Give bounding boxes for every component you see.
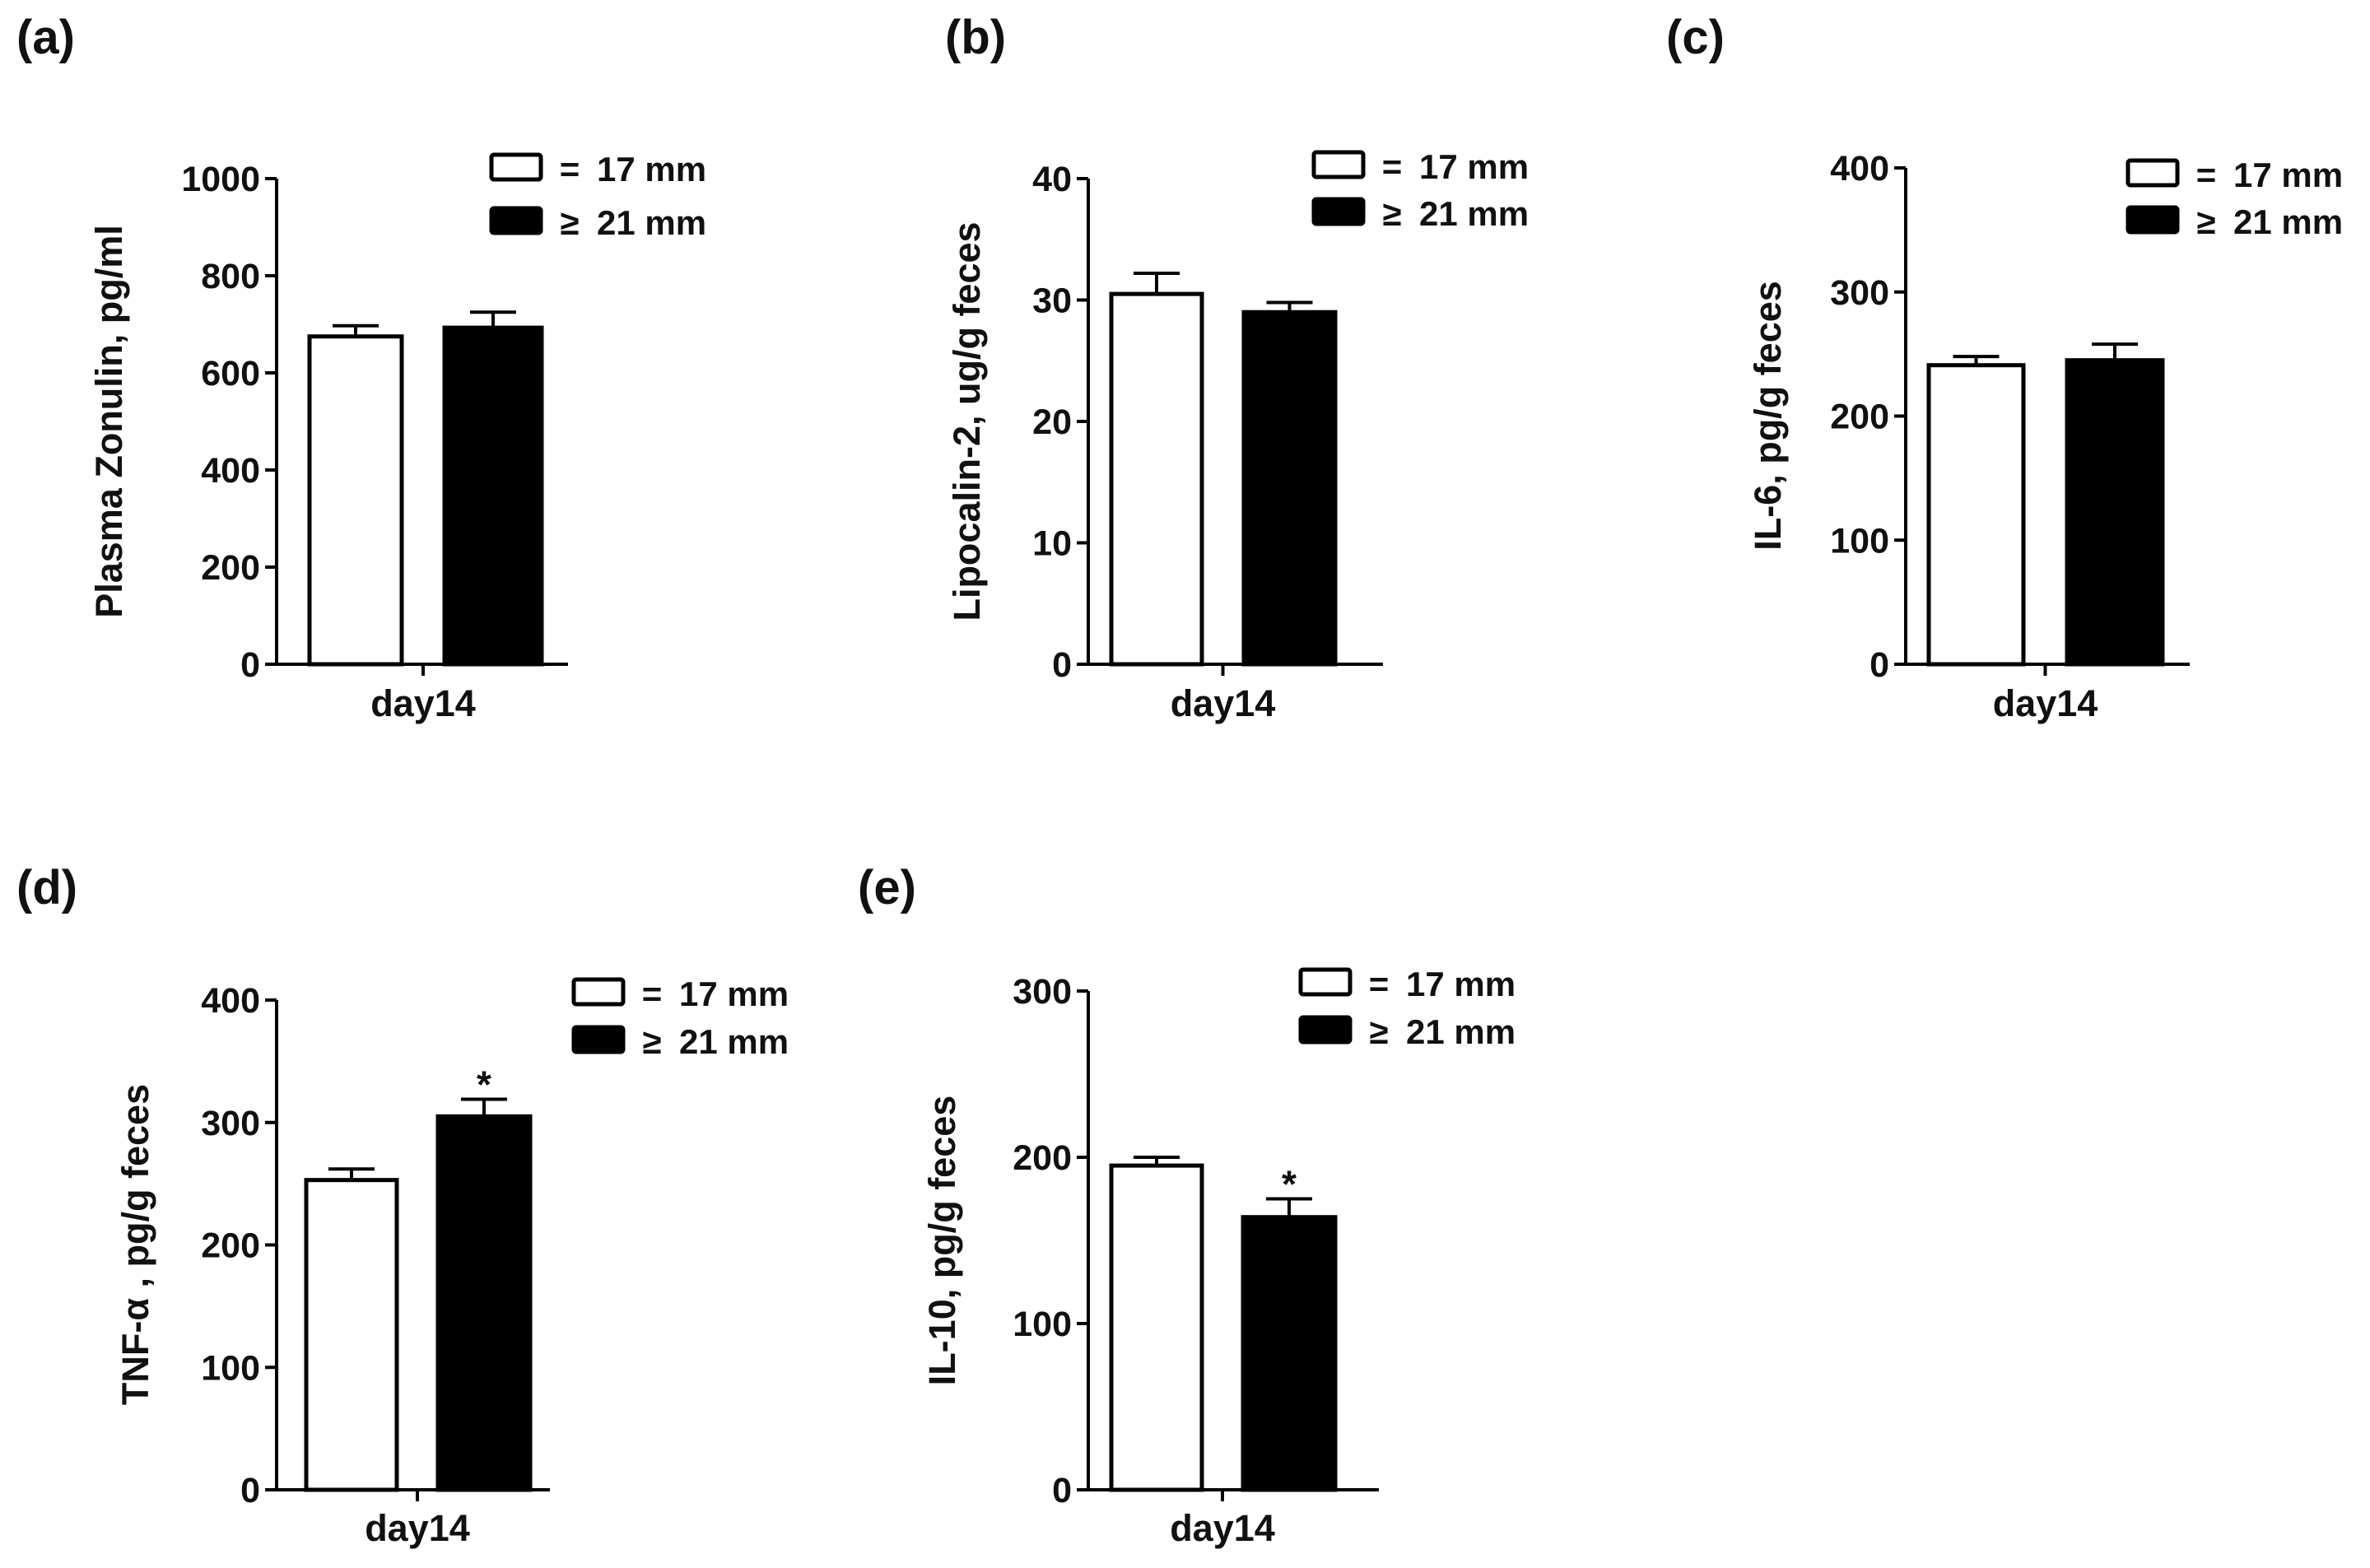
y-tick-label: 200	[1830, 398, 1889, 437]
y-tick-label: 200	[201, 1226, 260, 1266]
panel-label: (a)	[16, 11, 75, 64]
y-tick-label: 0	[240, 645, 260, 685]
legend-swatch-open	[571, 977, 626, 1007]
legend-label: 21 mm	[679, 1022, 789, 1061]
bar-21mm	[1241, 1215, 1338, 1492]
bar-21mm	[1241, 309, 1338, 667]
y-tick-label: 100	[1830, 521, 1889, 561]
y-tick-label: 300	[201, 1104, 260, 1143]
x-category-label: day14	[1993, 682, 2098, 724]
y-tick-label: 200	[1013, 1138, 1072, 1178]
y-tick-label: 0	[1869, 645, 1889, 685]
y-axis-title: IL-10, pg/g feces	[921, 1096, 963, 1386]
legend-label: 21 mm	[2233, 202, 2343, 241]
legend-symbol: =	[560, 150, 580, 188]
bar-17mm	[1109, 291, 1204, 667]
y-tick-label: 300	[1013, 972, 1072, 1012]
y-axis-title: Lipocalin-2, ug/g feces	[946, 221, 988, 621]
legend: = 17 mm ≥ 21 mm	[571, 975, 789, 1061]
y-tick-label: 40	[1032, 160, 1072, 199]
y-tick-label: 400	[201, 981, 260, 1021]
legend-swatch-filled	[489, 206, 543, 235]
bar-17mm	[307, 334, 404, 667]
bar-21mm	[442, 325, 544, 667]
y-tick-label: 1000	[181, 160, 260, 199]
legend-swatch-filled	[1298, 1015, 1353, 1045]
y-tick-label: 10	[1032, 524, 1072, 564]
x-category-label: day14	[1171, 682, 1276, 724]
x-category-label: day14	[370, 682, 476, 724]
legend-symbol: =	[1382, 147, 1403, 186]
y-tick-label: 0	[1052, 1471, 1072, 1510]
legend-label: 17 mm	[2233, 156, 2343, 194]
legend: = 17 mm ≥ 21 mm	[2126, 156, 2343, 241]
chart-panel: (b) 0 10 20 30 40 Lipocalin-2, ug/g feces day14…	[945, 11, 1529, 724]
significance-mark: *	[1282, 1163, 1297, 1206]
y-axis-title: Plasma Zonulin, pg/ml	[88, 225, 130, 618]
legend-swatch-open	[1298, 967, 1353, 997]
legend-label: 17 mm	[597, 150, 706, 188]
legend-swatch-open	[489, 152, 543, 182]
y-tick-label: 0	[240, 1471, 260, 1510]
legend-symbol: =	[2196, 156, 2217, 194]
chart-panel: (a) 0 200 400 600 800 1000 Plasma Zonulin, pg/m…	[16, 11, 706, 724]
x-category-label: day14	[365, 1507, 470, 1549]
legend-symbol: =	[1369, 965, 1390, 1003]
y-tick-label: 400	[1830, 149, 1889, 188]
y-tick-label: 30	[1032, 281, 1072, 321]
panel-label: (e)	[858, 861, 916, 914]
legend-symbol: ≥	[642, 1022, 661, 1061]
legend-label: 21 mm	[1406, 1012, 1516, 1051]
legend-label: 17 mm	[679, 975, 789, 1013]
y-tick-label: 100	[1013, 1305, 1072, 1344]
legend-symbol: ≥	[2196, 202, 2215, 241]
y-tick-label: 200	[201, 548, 260, 588]
significance-mark: *	[477, 1063, 491, 1105]
legend: = 17 mm ≥ 21 mm	[489, 150, 706, 242]
bar-21mm	[2065, 358, 2165, 667]
legend-symbol: ≥	[1382, 194, 1401, 233]
legend-label: 17 mm	[1406, 965, 1516, 1003]
chart-panel: (e) 0 100 200 300 IL-10, pg/g feces day14 * = 17 …	[858, 861, 1516, 1549]
chart-panel: (d) 0 100 200 300 400 TNF-α , pg/g feces day14 *…	[16, 861, 789, 1549]
y-tick-label: 800	[201, 257, 260, 296]
legend-swatch-open	[2126, 158, 2180, 188]
y-axis-title: TNF-α , pg/g feces	[114, 1084, 156, 1405]
legend-symbol: =	[642, 975, 663, 1013]
y-tick-label: 20	[1032, 402, 1072, 442]
bar-17mm	[1109, 1163, 1204, 1492]
y-tick-label: 400	[201, 451, 260, 491]
panel-label: (c)	[1666, 11, 1725, 64]
panel-label: (b)	[945, 11, 1006, 64]
legend-label: 21 mm	[597, 203, 706, 242]
legend-swatch-open	[1311, 150, 1366, 179]
legend-label: 17 mm	[1419, 147, 1529, 186]
y-axis-title: IL-6, pg/g feces	[1747, 281, 1789, 551]
legend-swatch-filled	[2126, 205, 2180, 235]
legend-swatch-filled	[571, 1025, 626, 1054]
y-tick-label: 300	[1830, 273, 1889, 313]
legend: = 17 mm ≥ 21 mm	[1311, 147, 1529, 233]
legend-label: 21 mm	[1419, 194, 1529, 233]
chart-panel: (c) 0 100 200 300 400 IL-6, pg/g feces day14 = 17…	[1666, 11, 2343, 724]
bar-17mm	[304, 1178, 399, 1492]
x-category-label: day14	[1170, 1507, 1275, 1549]
y-tick-label: 100	[201, 1348, 260, 1388]
panel-label: (d)	[16, 861, 77, 914]
legend: = 17 mm ≥ 21 mm	[1298, 965, 1516, 1051]
legend-symbol: ≥	[560, 203, 579, 242]
bar-17mm	[1926, 363, 2026, 667]
legend-symbol: ≥	[1369, 1012, 1388, 1051]
y-tick-label: 600	[201, 354, 260, 393]
bar-21mm	[435, 1114, 533, 1492]
y-tick-label: 0	[1052, 645, 1072, 685]
legend-swatch-filled	[1311, 197, 1366, 226]
